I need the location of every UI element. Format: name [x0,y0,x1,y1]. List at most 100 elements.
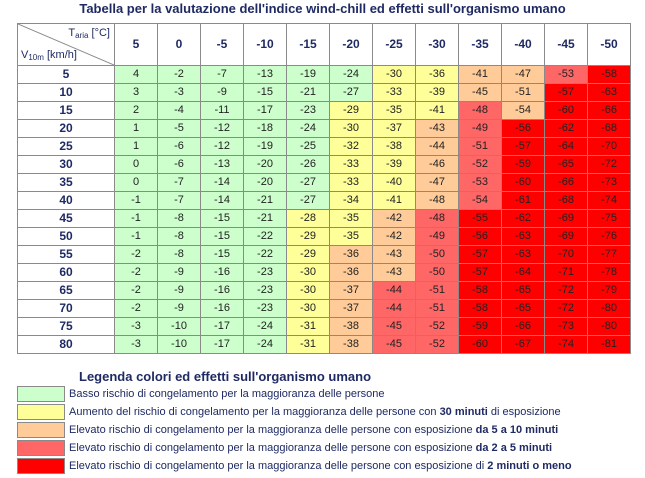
wind-chill-cell: -8 [157,245,201,264]
wind-chill-cell: -30 [329,119,373,138]
wind-chill-cell: -64 [544,137,588,156]
wind-chill-cell: -27 [329,83,373,102]
wind-speed-label: 35 [17,173,115,192]
wind-speed-label: 25 [17,137,115,156]
wind-chill-cell: 1 [114,137,158,156]
wind-chill-cell: -28 [286,209,330,228]
legend-item: Elevato rischio di congelamento per la m… [17,439,572,457]
wind-chill-cell: -7 [157,191,201,210]
wind-speed-label: 65 [17,281,115,300]
wind-chill-cell: -51 [458,137,502,156]
wind-chill-cell: -12 [200,119,244,138]
wind-chill-cell: -37 [372,119,416,138]
wind-chill-cell: -21 [243,209,287,228]
wind-chill-cell: -57 [458,245,502,264]
wind-chill-cell: -44 [372,281,416,300]
legend-swatch [17,422,65,438]
wind-chill-cell: -17 [200,335,244,354]
wind-chill-cell: -55 [458,209,502,228]
wind-chill-cell: -72 [544,299,588,318]
wind-chill-cell: -69 [544,227,588,246]
wind-chill-cell: -66 [501,317,545,336]
wind-chill-cell: -29 [286,245,330,264]
wind-chill-cell: -7 [157,173,201,192]
wind-chill-cell: -9 [157,263,201,282]
wind-chill-cell: -15 [243,83,287,102]
legend-text: Aumento del rischio di congelamento per … [69,406,561,418]
temperature-header: -5 [200,23,244,66]
wind-chill-cell: -38 [329,317,373,336]
wind-chill-cell: -2 [114,245,158,264]
wind-speed-label: 5 [17,65,115,84]
temperature-header-row: Taria [°C] V10m [km/h] 5 0 -5 -10 -15 -20 -25-… [17,23,631,66]
wind-chill-cell: -60 [501,173,545,192]
wind-chill-cell: -22 [243,227,287,246]
temperature-header: -40 [501,23,545,66]
wind-chill-cell: -9 [157,299,201,318]
wind-chill-cell: 2 [114,101,158,120]
wind-chill-cell: -68 [544,191,588,210]
wind-chill-cell: -56 [501,119,545,138]
table-corner: Taria [°C] V10m [km/h] [17,23,115,66]
table-row: 50 -1 -8 -15 -22 -29 -35 -42 -49 -56 -63 -69 -76 [17,227,631,246]
wind-chill-cell: -66 [587,101,631,120]
wind-chill-cell: -48 [415,191,459,210]
legend-swatch [17,458,65,474]
wind-chill-cell: -52 [458,155,502,174]
wind-chill-cell: -78 [587,263,631,282]
wind-chill-cell: -30 [286,263,330,282]
wind-chill-cell: -42 [372,209,416,228]
wind-chill-cell: -38 [329,335,373,354]
wind-chill-cell: -39 [372,155,416,174]
wind-chill-cell: -62 [544,119,588,138]
wind-chill-cell: -60 [458,335,502,354]
wind-chill-cell: -50 [415,263,459,282]
wind-chill-cell: -54 [458,191,502,210]
wind-chill-cell: -9 [157,281,201,300]
diagonal-divider [18,24,114,65]
wind-chill-cell: -66 [544,173,588,192]
wind-speed-label: 55 [17,245,115,264]
wind-chill-cell: 3 [114,83,158,102]
wind-chill-cell: -56 [458,227,502,246]
legend-text: Elevato rischio di congelamento per la m… [69,460,572,472]
wind-chill-cell: -2 [114,263,158,282]
wind-speed-label: 30 [17,155,115,174]
wind-speed-label: 50 [17,227,115,246]
wind-chill-cell: -1 [114,227,158,246]
wind-chill-cell: -1 [114,209,158,228]
table-row: 70 -2 -9 -16 -23 -30 -37 -44 -51 -58 -65 -72 -80 [17,299,631,318]
legend-title: Legenda colori ed effetti sull'organismo… [79,369,372,384]
temperature-header: 5 [114,23,158,66]
wind-chill-cell: -36 [329,245,373,264]
wind-chill-cell: -80 [587,317,631,336]
temperature-header: -50 [587,23,631,66]
wind-chill-cell: -57 [544,83,588,102]
wind-chill-cell: 0 [114,173,158,192]
wind-chill-cell: -57 [501,137,545,156]
wind-chill-cell: -47 [501,65,545,84]
wind-chill-cell: -44 [372,299,416,318]
legend-swatch [17,440,65,456]
wind-chill-cell: -49 [415,227,459,246]
wind-chill-cell: -3 [114,335,158,354]
wind-chill-cell: -72 [544,281,588,300]
wind-chill-cell: -52 [415,335,459,354]
wind-chill-cell: -9 [200,83,244,102]
wind-chill-cell: -23 [286,101,330,120]
wind-speed-label: 10 [17,83,115,102]
wind-chill-cell: -45 [372,317,416,336]
wind-speed-label: 40 [17,191,115,210]
legend-swatch [17,404,65,420]
wind-chill-cell: -23 [243,281,287,300]
wind-chill-cell: -80 [587,299,631,318]
wind-speed-label: 60 [17,263,115,282]
wind-chill-cell: -10 [157,335,201,354]
table-row: 40 -1 -7 -14 -21 -27 -34 -41 -48 -54 -61 -68 -74 [17,191,631,210]
wind-chill-cell: 1 [114,119,158,138]
table-row: 45 -1 -8 -15 -21 -28 -35 -42 -48 -55 -62 -69 -75 [17,209,631,228]
wind-chill-cell: -73 [587,173,631,192]
table-row: 5 4 -2 -7 -13 -19 -24 -30 -36 -41 -47 -53 -58 [17,65,631,84]
wind-chill-cell: -7 [200,65,244,84]
wind-chill-cell: -38 [372,137,416,156]
